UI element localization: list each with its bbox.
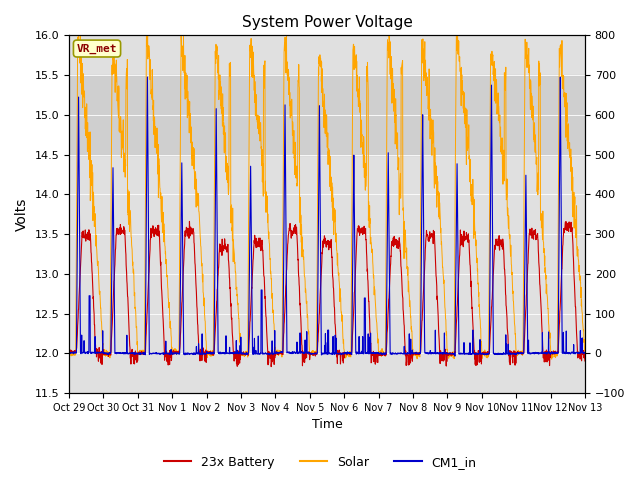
- Title: System Power Voltage: System Power Voltage: [241, 15, 412, 30]
- X-axis label: Time: Time: [312, 419, 342, 432]
- Y-axis label: Volts: Volts: [15, 198, 29, 231]
- Bar: [69, 75, 585, 155]
- Legend: 23x Battery, Solar, CM1_in: 23x Battery, Solar, CM1_in: [159, 451, 481, 474]
- Text: VR_met: VR_met: [77, 43, 117, 54]
